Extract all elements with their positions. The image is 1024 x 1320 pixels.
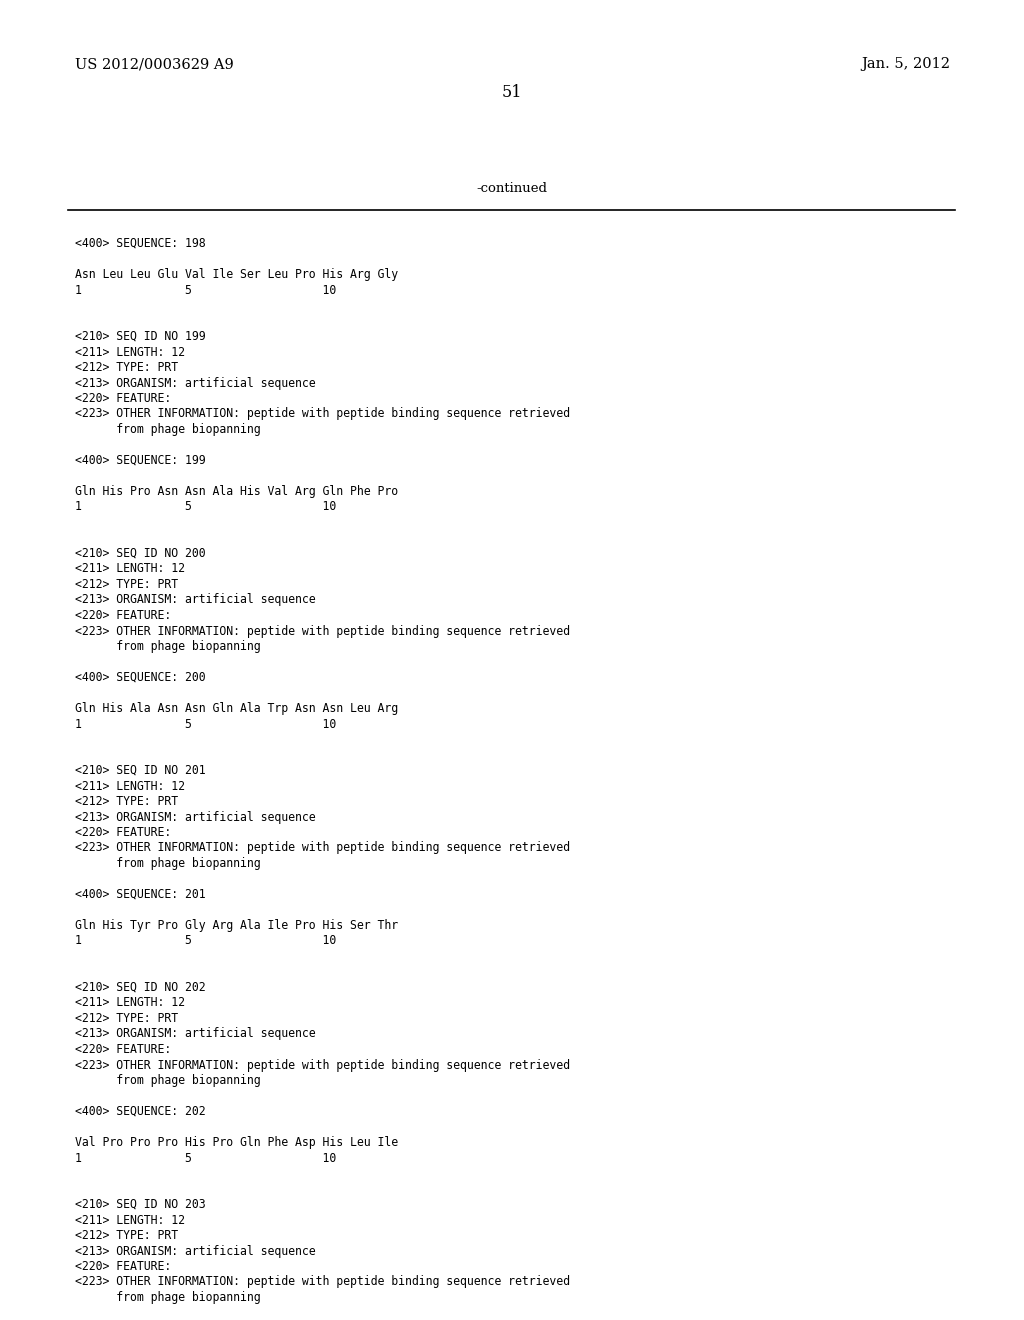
Text: <213> ORGANISM: artificial sequence: <213> ORGANISM: artificial sequence [75, 1027, 315, 1040]
Text: Gln His Tyr Pro Gly Arg Ala Ile Pro His Ser Thr: Gln His Tyr Pro Gly Arg Ala Ile Pro His … [75, 919, 398, 932]
Text: <213> ORGANISM: artificial sequence: <213> ORGANISM: artificial sequence [75, 376, 315, 389]
Text: <220> FEATURE:: <220> FEATURE: [75, 1043, 171, 1056]
Text: <223> OTHER INFORMATION: peptide with peptide binding sequence retrieved: <223> OTHER INFORMATION: peptide with pe… [75, 408, 570, 421]
Text: <220> FEATURE:: <220> FEATURE: [75, 1261, 171, 1272]
Text: <212> TYPE: PRT: <212> TYPE: PRT [75, 360, 178, 374]
Text: <210> SEQ ID NO 202: <210> SEQ ID NO 202 [75, 981, 206, 994]
Text: <223> OTHER INFORMATION: peptide with peptide binding sequence retrieved: <223> OTHER INFORMATION: peptide with pe… [75, 1275, 570, 1288]
Text: <400> SEQUENCE: 200: <400> SEQUENCE: 200 [75, 671, 206, 684]
Text: <400> SEQUENCE: 198: <400> SEQUENCE: 198 [75, 238, 206, 249]
Text: <213> ORGANISM: artificial sequence: <213> ORGANISM: artificial sequence [75, 1245, 315, 1258]
Text: <210> SEQ ID NO 201: <210> SEQ ID NO 201 [75, 764, 206, 777]
Text: <213> ORGANISM: artificial sequence: <213> ORGANISM: artificial sequence [75, 810, 315, 824]
Text: <400> SEQUENCE: 201: <400> SEQUENCE: 201 [75, 888, 206, 902]
Text: <211> LENGTH: 12: <211> LENGTH: 12 [75, 780, 185, 792]
Text: <210> SEQ ID NO 203: <210> SEQ ID NO 203 [75, 1199, 206, 1210]
Text: <212> TYPE: PRT: <212> TYPE: PRT [75, 578, 178, 591]
Text: <220> FEATURE:: <220> FEATURE: [75, 609, 171, 622]
Text: <220> FEATURE:: <220> FEATURE: [75, 392, 171, 405]
Text: <223> OTHER INFORMATION: peptide with peptide binding sequence retrieved: <223> OTHER INFORMATION: peptide with pe… [75, 624, 570, 638]
Text: <400> SEQUENCE: 199: <400> SEQUENCE: 199 [75, 454, 206, 467]
Text: Gln His Pro Asn Asn Ala His Val Arg Gln Phe Pro: Gln His Pro Asn Asn Ala His Val Arg Gln … [75, 484, 398, 498]
Text: <212> TYPE: PRT: <212> TYPE: PRT [75, 1012, 178, 1026]
Text: <210> SEQ ID NO 199: <210> SEQ ID NO 199 [75, 330, 206, 343]
Text: Val Pro Pro Pro His Pro Gln Phe Asp His Leu Ile: Val Pro Pro Pro His Pro Gln Phe Asp His … [75, 1137, 398, 1148]
Text: <211> LENGTH: 12: <211> LENGTH: 12 [75, 997, 185, 1010]
Text: 1               5                   10: 1 5 10 [75, 500, 336, 513]
Text: <400> SEQUENCE: 202: <400> SEQUENCE: 202 [75, 1105, 206, 1118]
Text: Gln His Ala Asn Asn Gln Ala Trp Asn Asn Leu Arg: Gln His Ala Asn Asn Gln Ala Trp Asn Asn … [75, 702, 398, 715]
Text: <210> SEQ ID NO 200: <210> SEQ ID NO 200 [75, 546, 206, 560]
Text: <211> LENGTH: 12: <211> LENGTH: 12 [75, 562, 185, 576]
Text: <213> ORGANISM: artificial sequence: <213> ORGANISM: artificial sequence [75, 594, 315, 606]
Text: from phage biopanning: from phage biopanning [75, 422, 261, 436]
Text: <223> OTHER INFORMATION: peptide with peptide binding sequence retrieved: <223> OTHER INFORMATION: peptide with pe… [75, 842, 570, 854]
Text: from phage biopanning: from phage biopanning [75, 640, 261, 653]
Text: US 2012/0003629 A9: US 2012/0003629 A9 [75, 57, 233, 71]
Text: 1               5                   10: 1 5 10 [75, 718, 336, 730]
Text: <212> TYPE: PRT: <212> TYPE: PRT [75, 795, 178, 808]
Text: <212> TYPE: PRT: <212> TYPE: PRT [75, 1229, 178, 1242]
Text: 1               5                   10: 1 5 10 [75, 1151, 336, 1164]
Text: from phage biopanning: from phage biopanning [75, 1074, 261, 1086]
Text: Asn Leu Leu Glu Val Ile Ser Leu Pro His Arg Gly: Asn Leu Leu Glu Val Ile Ser Leu Pro His … [75, 268, 398, 281]
Text: from phage biopanning: from phage biopanning [75, 1291, 261, 1304]
Text: 1               5                   10: 1 5 10 [75, 284, 336, 297]
Text: 51: 51 [502, 84, 522, 102]
Text: Jan. 5, 2012: Jan. 5, 2012 [861, 57, 950, 71]
Text: from phage biopanning: from phage biopanning [75, 857, 261, 870]
Text: <220> FEATURE:: <220> FEATURE: [75, 826, 171, 840]
Text: -continued: -continued [476, 182, 548, 195]
Text: <223> OTHER INFORMATION: peptide with peptide binding sequence retrieved: <223> OTHER INFORMATION: peptide with pe… [75, 1059, 570, 1072]
Text: 1               5                   10: 1 5 10 [75, 935, 336, 948]
Text: <211> LENGTH: 12: <211> LENGTH: 12 [75, 1213, 185, 1226]
Text: <211> LENGTH: 12: <211> LENGTH: 12 [75, 346, 185, 359]
